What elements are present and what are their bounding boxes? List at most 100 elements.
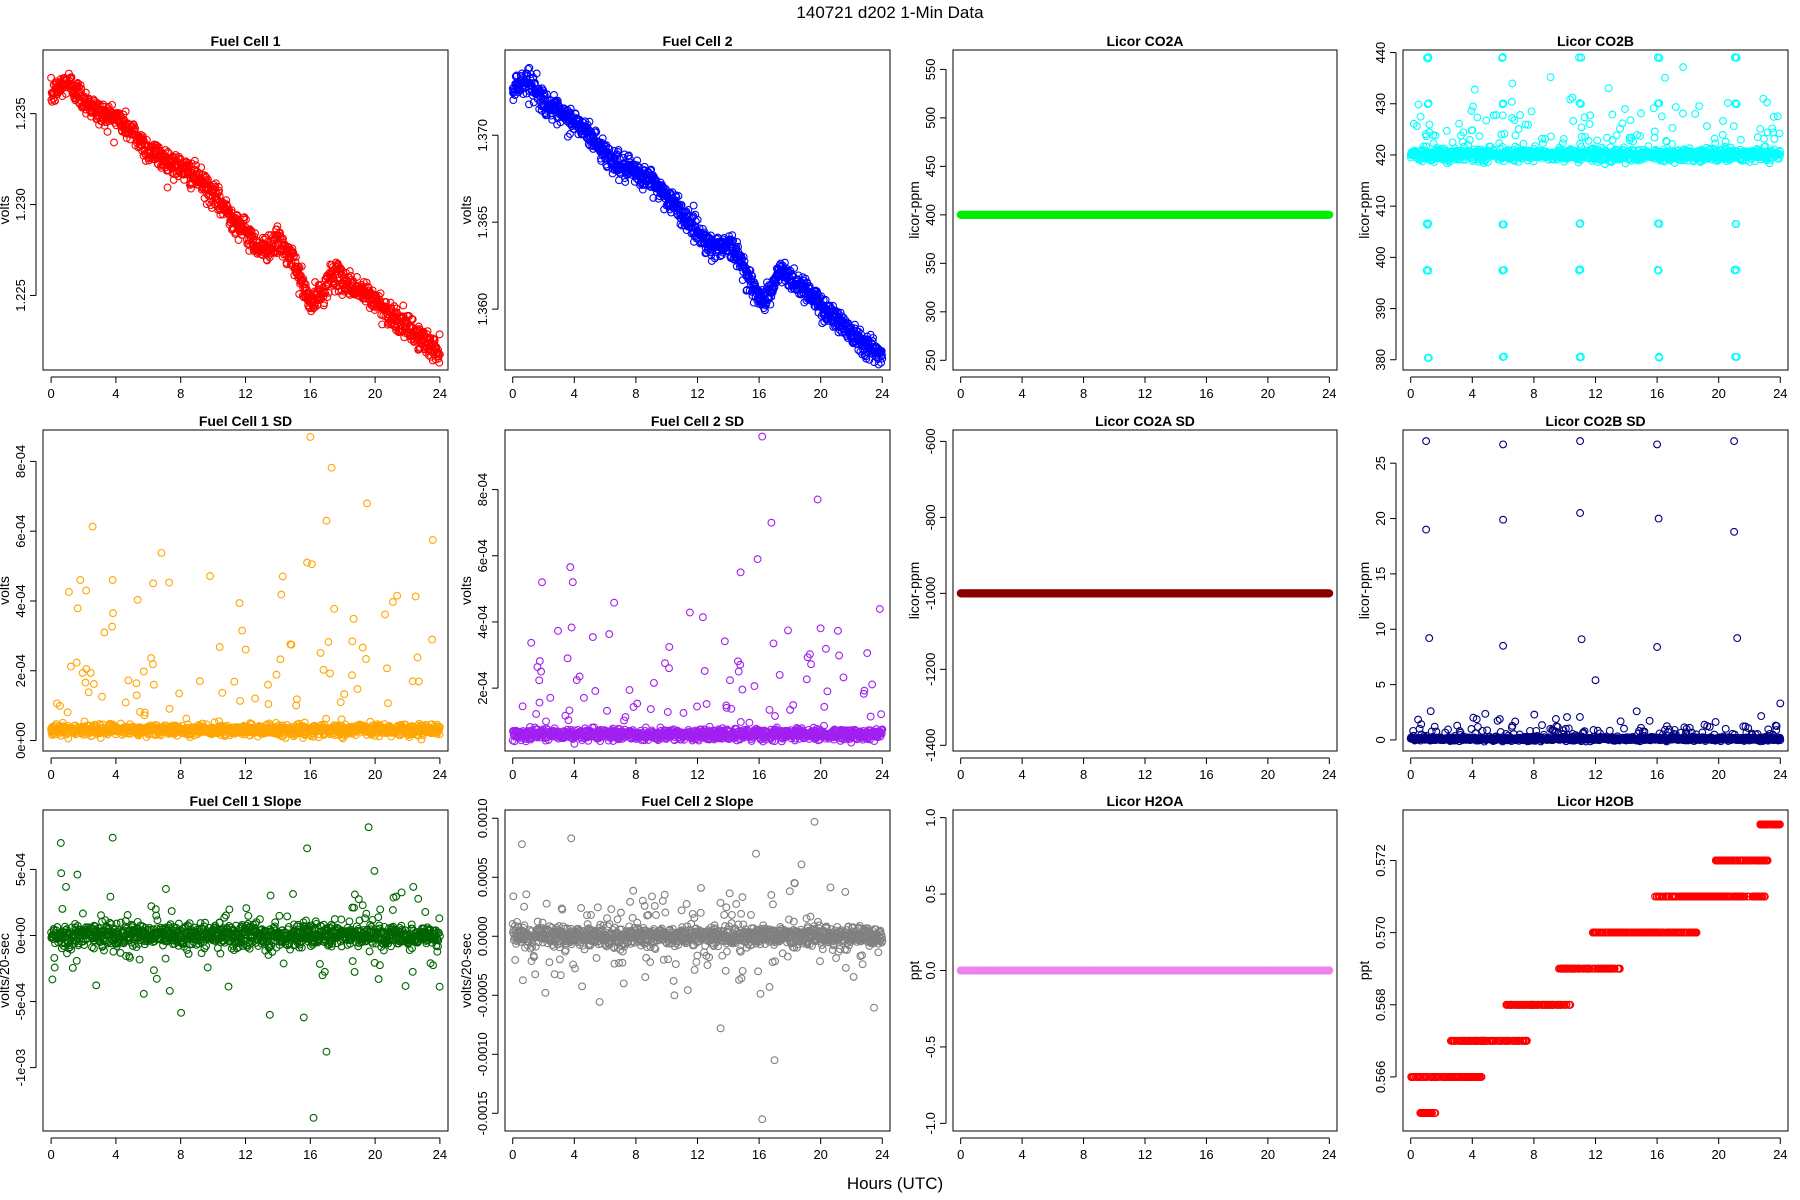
data-point: [251, 229, 260, 238]
data-point: [1546, 73, 1555, 82]
panel-grid: Fuel Cell 10 4 8 12 16 20 241.2251.2301.235vol…: [0, 33, 1789, 1162]
x-tick-label: 12: [1138, 386, 1152, 401]
data-point: [197, 163, 206, 172]
figure-title: 140721 d202 1-Min Data: [796, 3, 984, 22]
data-point: [186, 184, 195, 193]
x-tick-label: 24: [875, 386, 889, 401]
y-axis-label: volts: [0, 196, 12, 225]
data-point: [202, 173, 211, 182]
data-point: [1729, 122, 1738, 131]
data-point: [1416, 112, 1425, 121]
data-point: [1527, 107, 1536, 116]
data-point: [163, 183, 172, 192]
data-point: [1473, 113, 1482, 122]
x-tick-label: 4: [571, 386, 578, 401]
data-point: [760, 306, 769, 315]
data-point: [102, 118, 111, 126]
data-point: [1668, 124, 1677, 132]
data-point: [1718, 130, 1727, 139]
x-tick-label: 16: [1199, 386, 1213, 401]
data-point: [1661, 73, 1669, 82]
data-point: [1723, 99, 1732, 107]
data-point: [108, 100, 117, 109]
data-point: [174, 152, 183, 161]
data-point: [1719, 116, 1727, 125]
data-point: [1507, 97, 1516, 106]
data-point: [1511, 131, 1520, 140]
y-axis-label: volts: [458, 196, 474, 225]
data-point: [1691, 109, 1700, 118]
data-point: [154, 143, 163, 152]
x-tick-label: 4: [112, 386, 119, 401]
data-point: [297, 262, 306, 271]
y-tick-label: 400: [923, 204, 938, 226]
data-point: [225, 206, 234, 215]
data-point: [215, 186, 224, 195]
data-point: [1612, 131, 1621, 140]
data-point: [1626, 116, 1635, 125]
data-point: [250, 232, 259, 241]
data-point: [1470, 85, 1479, 94]
data-point: [288, 244, 297, 253]
data-point: [289, 248, 298, 257]
data-points: [508, 63, 887, 369]
data-point: [399, 301, 408, 310]
data-point: [214, 183, 223, 191]
data-point: [163, 148, 172, 156]
y-tick-label: 550: [923, 59, 938, 81]
data-point: [51, 96, 59, 105]
data-point: [1695, 102, 1704, 111]
data-point: [1721, 137, 1730, 146]
y-tick-label: 450: [923, 156, 938, 178]
data-point: [257, 250, 266, 259]
x-tick-label: 8: [177, 386, 184, 401]
data-point: [1604, 84, 1613, 93]
data-point: [302, 285, 311, 294]
data-point: [1620, 105, 1629, 114]
data-point: [227, 206, 236, 215]
data-point: [240, 213, 249, 222]
data-point: [1593, 136, 1602, 145]
data-point: [345, 267, 354, 276]
data-point: [81, 88, 90, 97]
data-point: [299, 274, 308, 283]
data-point: [1498, 111, 1507, 120]
data-points: [1406, 53, 1785, 362]
y-tick-label: 1.235: [13, 97, 28, 130]
y-tick-label: 250: [923, 349, 938, 371]
data-point: [1475, 132, 1484, 141]
data-point: [176, 155, 185, 163]
data-point: [1671, 103, 1680, 112]
data-points: [956, 210, 1334, 219]
data-point: [1425, 120, 1434, 129]
data-point: [1679, 63, 1688, 72]
data-point: [1547, 132, 1555, 141]
y-tick-label: 350: [923, 252, 938, 274]
x-axis: 0 4 8 12 16 20 24: [47, 376, 447, 401]
data-point: [1657, 112, 1666, 121]
data-point: [1469, 102, 1477, 111]
y-tick-label: 1.360: [475, 293, 490, 326]
data-point: [301, 284, 310, 293]
panel-title: Fuel Cell 1: [210, 33, 280, 49]
panel: Fuel Cell 20 4 8 12 16 20 241.3601.3651.370vol…: [458, 33, 891, 401]
data-point: [192, 161, 200, 170]
y-axis: 1.225 1.230 1.235: [13, 97, 37, 312]
data-point: [190, 156, 199, 165]
x-tick-label: 8: [632, 386, 639, 401]
y-tick-label: 300: [923, 301, 938, 323]
data-point: [1516, 111, 1525, 119]
data-point: [301, 280, 310, 289]
x-tick-label: 0: [509, 386, 516, 401]
data-point: [273, 222, 282, 231]
data-point: [291, 253, 300, 262]
data-point: [213, 194, 222, 203]
data-point: [279, 234, 287, 243]
panel-title: Licor CO2A: [1106, 33, 1183, 49]
y-tick-label: 1.230: [13, 188, 28, 221]
y-tick-label: 1.225: [13, 279, 28, 312]
